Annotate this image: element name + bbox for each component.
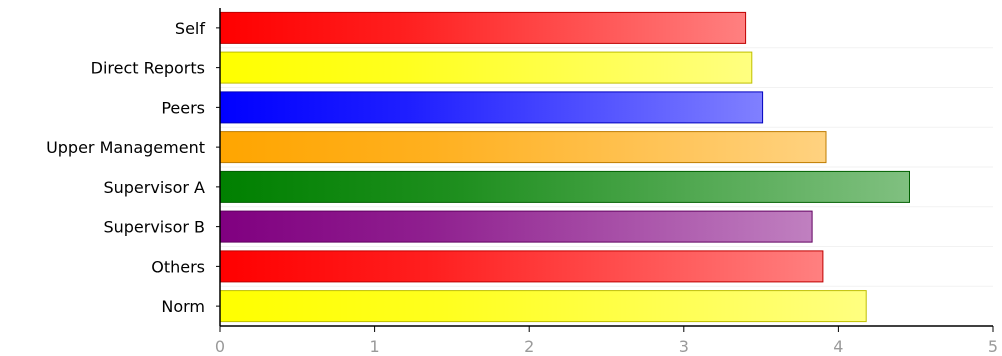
x-tick-label: 5 bbox=[988, 337, 998, 356]
category-label: Upper Management bbox=[46, 138, 205, 157]
bar-direct-reports bbox=[219, 51, 753, 84]
bar-upper-management bbox=[219, 131, 827, 164]
category-label: Others bbox=[151, 257, 205, 276]
x-tick-labels: 0 1 2 3 4 5 bbox=[215, 337, 998, 356]
x-tick-label: 2 bbox=[524, 337, 534, 356]
category-label: Supervisor A bbox=[103, 178, 205, 197]
category-label: Supervisor B bbox=[103, 218, 205, 237]
bar-supervisor-a bbox=[219, 170, 910, 203]
bar-supervisor-b bbox=[219, 210, 813, 243]
gridlines bbox=[220, 47, 993, 287]
x-tick-label: 3 bbox=[679, 337, 689, 356]
bar-norm bbox=[219, 290, 867, 323]
bar-self bbox=[219, 11, 747, 44]
bar-peers bbox=[219, 91, 764, 124]
bar-others bbox=[219, 250, 824, 283]
bars bbox=[219, 11, 910, 323]
axes bbox=[216, 8, 994, 332]
category-label: Peers bbox=[161, 98, 205, 117]
category-label: Self bbox=[175, 19, 205, 38]
category-label: Norm bbox=[161, 297, 205, 316]
x-tick-label: 1 bbox=[370, 337, 380, 356]
category-label: Direct Reports bbox=[91, 59, 205, 78]
x-tick-label: 4 bbox=[833, 337, 843, 356]
category-labels: Self Direct Reports Peers Upper Management S… bbox=[46, 19, 205, 316]
x-tick-label: 0 bbox=[215, 337, 225, 356]
